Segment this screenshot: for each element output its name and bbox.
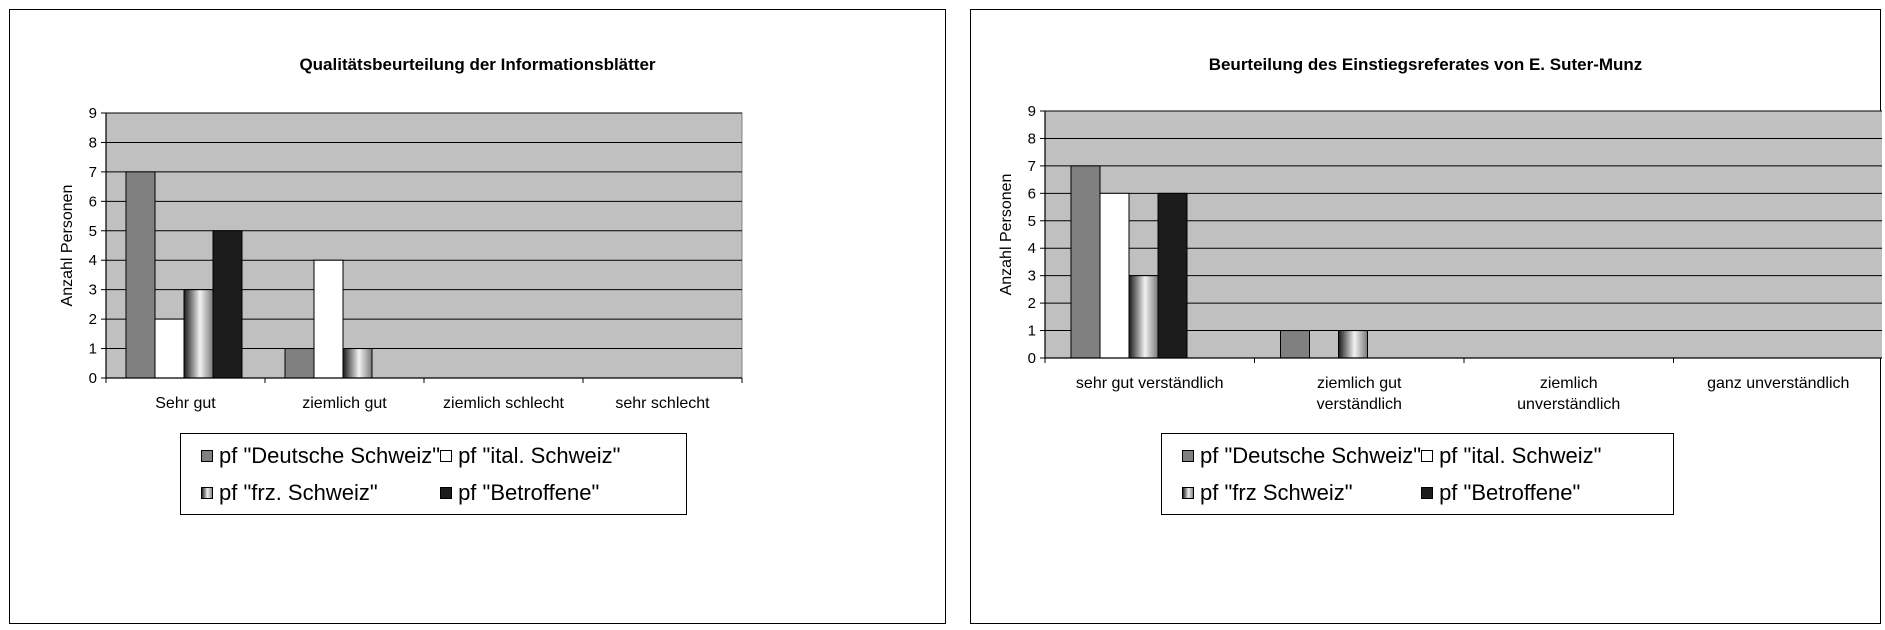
legend-item-deutsche-schweiz: pf "Deutsche Schweiz" [1182,443,1421,469]
bar-chart-referat: 0 1 2 3 4 5 6 7 8 9 sehr gut verständlich ziemlich … [998,103,1882,413]
legend-swatch-betroffene [1421,486,1434,499]
legend-label: pf "frz Schweiz" [1200,479,1353,505]
y-tick-label: 1 [1028,323,1036,340]
legend-swatch-ital-schweiz [1421,449,1434,462]
legend-label: pf "Deutsche Schweiz" [219,442,441,468]
x-tick-label: sehr schlecht [615,395,710,412]
bar-1-1 [313,259,344,379]
y-tick-label: 8 [89,134,97,151]
legend-label: pf "ital. Schweiz" [1439,442,1602,468]
legend-item-betroffene: pf "Betroffene" [440,480,668,506]
legend-item-frz-schweiz: pf "frz. Schweiz" [201,480,440,506]
y-tick-label: 8 [1028,130,1036,147]
y-tick-label: 9 [1028,103,1036,120]
bar-0-0 [125,171,156,379]
legend-swatch-frz-schweiz [1182,486,1194,499]
legend-label: pf "Betroffene" [1439,479,1581,505]
y-tick-label: 2 [89,311,97,328]
x-tick-label: ziemlich gut [1317,375,1402,392]
bar-2-1 [342,348,373,379]
x-tick-label: unverständlich [1517,396,1620,413]
x-tick-label: ziemlich gut [302,395,387,412]
y-tick-label: 2 [1028,295,1036,312]
x-tick-label: sehr gut verständlich [1076,375,1224,392]
y-tick-label: 0 [1028,350,1036,367]
legend-swatch-ital-schweiz [440,449,453,462]
y-tick-label: 1 [89,341,97,358]
legend-swatch-betroffene [440,486,453,499]
bar-chart-quality: 0 1 2 3 4 5 6 7 8 9 Sehr gut ziemlich gut ziemlich s… [59,105,743,412]
y-tick-label: 0 [89,370,97,387]
legend-item-betroffene: pf "Betroffene" [1421,480,1655,506]
bar-1-0 [1099,192,1130,359]
y-axis-label: Anzahl Personen [998,174,1015,296]
y-tick-label: 7 [89,164,97,181]
y-tick-label: 4 [1028,240,1036,257]
x-tick-label: ganz unverständlich [1707,375,1849,392]
x-tick-label: verständlich [1317,396,1402,413]
chart-panel-quality: Qualitätsbeurteilung der Informationsblä… [9,9,946,624]
bar-0-1 [1280,330,1310,359]
bar-3-0 [1157,192,1188,359]
y-tick-label: 7 [1028,158,1036,175]
y-tick-label: 4 [89,252,97,269]
y-tick-label: 9 [89,105,97,122]
y-tick-label: 5 [1028,213,1036,230]
legend-label: pf "ital. Schweiz" [458,442,621,468]
bar-1-0 [154,318,185,379]
legend-item-ital-schweiz: pf "ital. Schweiz" [440,443,668,469]
chart-title: Qualitätsbeurteilung der Informationsblä… [299,55,656,74]
y-tick-label: 5 [89,223,97,240]
bar-0-0 [1070,165,1101,359]
chart-title: Beurteilung des Einstiegsreferates von E… [1208,55,1643,74]
y-tick-label: 6 [89,193,97,210]
legend-swatch-frz-schweiz [201,486,213,499]
bar-2-1 [1338,330,1368,359]
x-tick-label: Sehr gut [155,395,216,412]
bar-0-1 [284,348,315,379]
bar-2-0 [1128,275,1159,359]
legend-label: pf "Betroffene" [458,479,600,505]
bar-2-0 [183,289,214,379]
legend-item-frz-schweiz: pf "frz Schweiz" [1182,480,1421,506]
legend-label: pf "Deutsche Schweiz" [1200,442,1422,468]
legend-label: pf "frz. Schweiz" [219,479,378,505]
x-tick-label: ziemlich [1540,375,1598,392]
legend-item-deutsche-schweiz: pf "Deutsche Schweiz" [201,443,440,469]
y-tick-label: 3 [1028,268,1036,285]
legend: pf "Deutsche Schweiz" pf "ital. Schweiz"… [180,433,687,515]
legend-item-ital-schweiz: pf "ital. Schweiz" [1421,443,1655,469]
y-tick-label: 6 [1028,185,1036,202]
y-axis-label: Anzahl Personen [59,185,76,307]
legend-swatch-deutsche-schweiz [1182,449,1194,462]
y-tick-label: 3 [89,282,97,299]
chart-panel-referat: Beurteilung des Einstiegsreferates von E… [970,9,1882,624]
legend-swatch-deutsche-schweiz [201,449,213,462]
legend: pf "Deutsche Schweiz" pf "ital. Schweiz"… [1161,433,1674,515]
x-tick-label: ziemlich schlecht [443,395,564,412]
bar-3-0 [212,230,243,379]
